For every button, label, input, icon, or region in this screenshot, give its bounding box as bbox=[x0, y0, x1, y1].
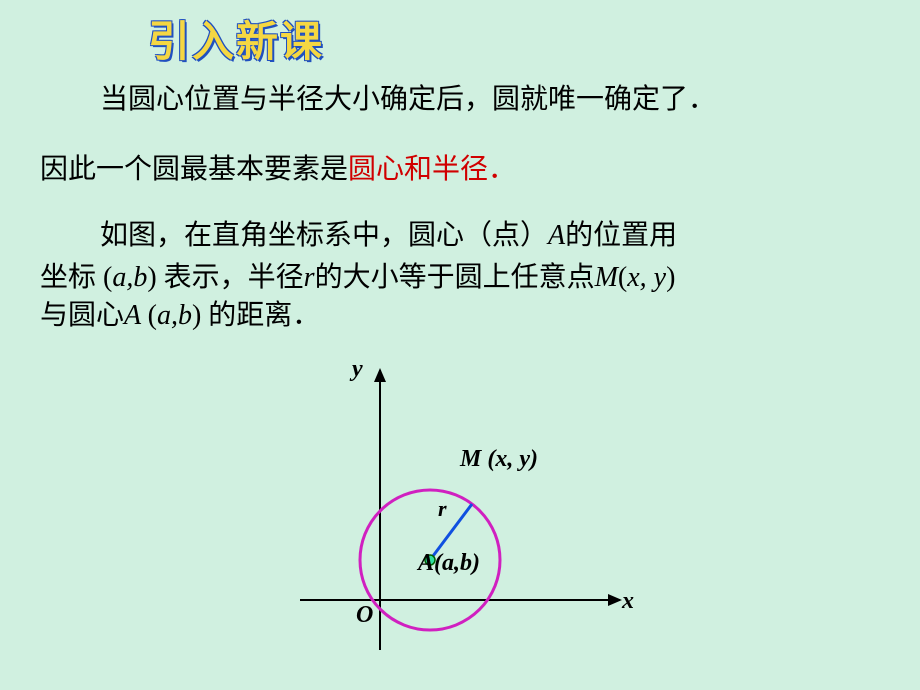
p4-xy: x, y bbox=[627, 262, 666, 293]
M-xy: x, y bbox=[495, 446, 530, 472]
p4-c: 的大小等于圆上任意点 bbox=[315, 262, 595, 293]
p3-b: 的位置用 bbox=[565, 220, 677, 251]
origin-label: O bbox=[356, 602, 373, 629]
p4-d: ( bbox=[618, 262, 627, 293]
lesson-title: 引入新课 bbox=[148, 8, 324, 69]
p5-ab: a,b bbox=[157, 300, 192, 331]
p3-a: 如图，在直角坐标系中，圆心（点） bbox=[100, 220, 548, 251]
paragraph-3: 如图，在直角坐标系中，圆心（点）A的位置用 bbox=[100, 218, 890, 254]
p4-b: ) 表示，半径 bbox=[147, 262, 303, 293]
point-M-label: M (x, y) bbox=[460, 446, 538, 473]
p5-a: 与圆心 bbox=[40, 300, 124, 331]
A-ab: a,b bbox=[442, 550, 472, 576]
p2-pre: 因此一个圆最基本要素是 bbox=[40, 154, 348, 185]
p5-b: ( bbox=[148, 300, 157, 331]
p5-c: ) 的距离． bbox=[192, 300, 320, 331]
p4-a: 坐标 ( bbox=[40, 262, 112, 293]
y-axis-label: y bbox=[352, 356, 363, 383]
A-letter: A bbox=[418, 550, 434, 576]
paragraph-2: 因此一个圆最基本要素是圆心和半径． bbox=[40, 152, 516, 188]
p5-A: A bbox=[124, 300, 148, 331]
A-lparen: ( bbox=[434, 550, 442, 576]
M-letter: M bbox=[460, 446, 487, 472]
radius-label: r bbox=[438, 496, 447, 522]
x-axis-label: x bbox=[622, 588, 634, 615]
center-label: A(a,b) bbox=[418, 550, 480, 577]
A-rparen: ) bbox=[472, 550, 480, 576]
paragraph-5: 与圆心A (a,b) 的距离． bbox=[40, 298, 320, 334]
p4-e: ) bbox=[666, 262, 675, 293]
p2-emphasis: 圆心和半径． bbox=[348, 154, 516, 185]
p3-A: A bbox=[548, 220, 565, 251]
p4-ab: a,b bbox=[112, 262, 147, 293]
coordinate-diagram: O x y r A(a,b) M (x, y) bbox=[300, 350, 700, 670]
p4-M: M bbox=[595, 262, 618, 293]
paragraph-4: 坐标 (a,b) 表示，半径r的大小等于圆上任意点M(x, y) bbox=[40, 260, 900, 296]
paragraph-1: 当圆心位置与半径大小确定后，圆就唯一确定了． bbox=[100, 82, 716, 118]
M-rparen: ) bbox=[530, 446, 538, 472]
p4-r: r bbox=[304, 262, 315, 293]
